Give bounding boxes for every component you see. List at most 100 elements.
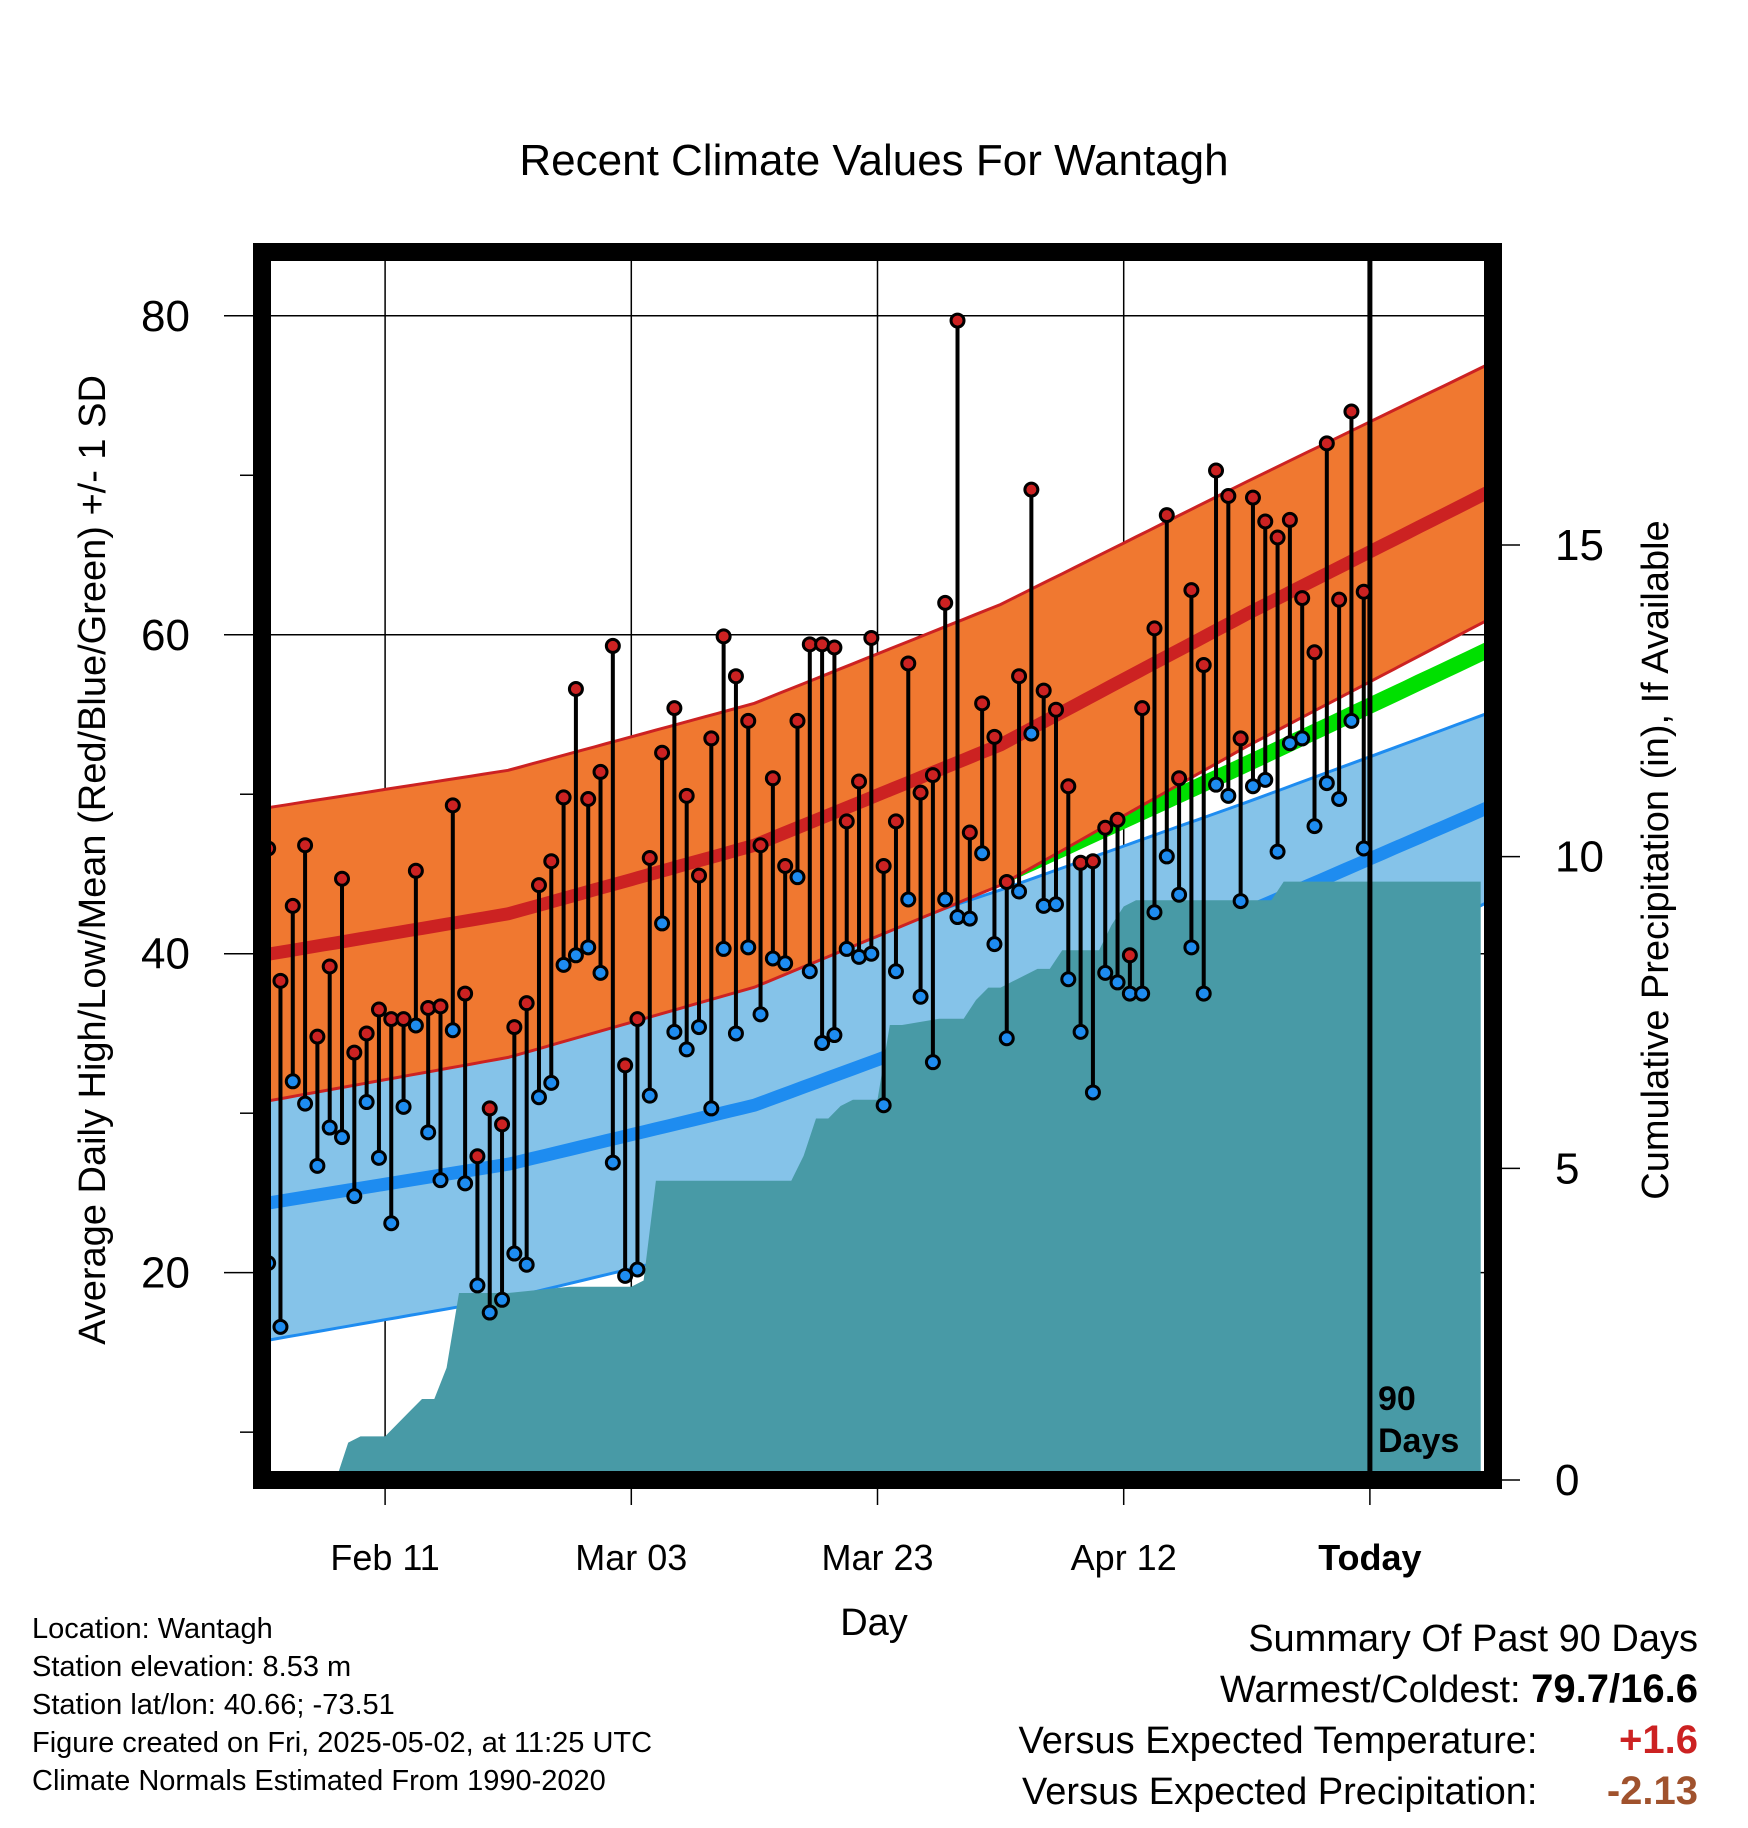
daily-low-point [420,1124,437,1141]
daily-high-point [567,680,584,697]
daily-low-point [789,869,806,886]
daily-high-point [740,712,757,729]
daily-low-point [1146,904,1163,921]
daily-high-point [1084,853,1101,870]
y-tick-label: 80 [141,292,190,341]
daily-low-point [752,1006,769,1023]
daily-low-point [1084,1084,1101,1101]
daily-low-point [1306,818,1323,835]
daily-high-point [1208,462,1225,479]
daily-low-point [1060,971,1077,988]
daily-low-point [863,945,880,962]
daily-low-point [444,1022,461,1039]
daily-high-point [1306,644,1323,661]
daily-high-point [1220,488,1237,505]
high-band-upper-edge [262,360,1493,811]
daily-low-point [567,947,584,964]
daily-low-point [727,1025,744,1042]
x-tick-label: Apr 12 [1071,1537,1177,1578]
daily-low-point [604,1154,621,1171]
daily-low-point [678,1041,695,1058]
daily-high-point [875,858,892,874]
daily-high-point [1331,591,1348,608]
daily-high-point [715,628,732,645]
daily-low-point [555,956,572,973]
daily-low-point [407,1017,424,1034]
precipitation-area [262,881,1481,1480]
daily-high-point [654,744,671,761]
daily-high-point [629,1011,646,1028]
daily-low-point [974,845,991,862]
daily-high-point [407,862,424,879]
daily-low-point [1011,883,1028,900]
daily-low-point [1232,893,1249,910]
daily-low-point [1257,771,1274,788]
normals-text: Climate Normals Estimated From 1990-2020 [32,1765,606,1797]
daily-low-point [1072,1023,1089,1040]
cumulative-precip-area [262,881,1481,1480]
chart-title: Recent Climate Values For Wantagh [519,136,1228,185]
daily-high-point [1343,403,1360,420]
daily-high-point [727,668,744,685]
daily-low-point [1047,896,1064,913]
daily-low-point [309,1157,326,1174]
daily-high-point [1183,582,1200,599]
daily-high-point [506,1019,523,1036]
daily-low-point [530,1089,547,1106]
station-info: Location: Wantagh Station elevation: 8.5… [32,1610,652,1800]
daily-low-point [457,1175,474,1192]
x-axis-label: Day [840,1602,908,1644]
daily-low-point [666,1023,683,1040]
precip-anomaly-row: Versus Expected Precipitation: -2.13 [1019,1766,1698,1817]
daily-high-point [444,797,461,814]
daily-low-point [580,939,597,956]
daily-high-point [1281,511,1298,528]
daily-low-point [543,1074,560,1091]
daily-high-point [826,639,843,656]
daily-high-point [1294,590,1311,607]
daily-high-point [752,837,769,854]
daily-high-point [543,853,560,870]
daily-low-point [592,964,609,981]
daily-low-point [998,1030,1015,1047]
daily-high-point [469,1148,486,1165]
daily-low-point [494,1291,511,1308]
daily-low-point [703,1100,720,1117]
daily-high-point [1146,620,1163,637]
daily-high-point [580,791,597,808]
daily-low-point [506,1245,523,1262]
daily-low-point [272,1318,289,1335]
daily-high-point [1134,700,1151,717]
daily-low-point [777,955,794,972]
daily-low-point [346,1188,363,1205]
axes: 20 40 60 80 0 5 10 15 Feb 11 Mar 03 Mar 23 Apr 12 To… [141,292,1604,1578]
daily-high-point [530,877,547,894]
daily-high-point [961,824,978,841]
daily-low-point [1220,787,1237,804]
daily-low-point [370,1149,387,1166]
daily-high-point [297,837,314,854]
y2-tick-label: 5 [1555,1144,1579,1193]
daily-low-point [617,1267,634,1284]
daily-low-point [875,1097,892,1114]
precip-anomaly-label: Versus Expected Precipitation: [1022,1771,1538,1813]
daily-high-point [703,730,720,747]
daily-low-point [826,1027,843,1044]
y2-tick-label: 15 [1555,521,1604,570]
daily-high-point [1244,489,1261,506]
daily-low-point [937,891,954,908]
daily-low-point [284,1073,301,1090]
y-tick-label: 20 [141,1249,190,1298]
daily-high-point [592,763,609,780]
daily-high-point [358,1025,375,1042]
daily-low-point [432,1172,449,1189]
daily-low-point [1208,776,1225,793]
daily-high-point [346,1044,363,1061]
daily-high-point [1047,701,1064,718]
daily-high-point [518,995,535,1012]
daily-low-point [1269,843,1286,860]
daily-high-point [1171,770,1188,787]
daily-low-point [838,940,855,957]
temp-anomaly-row: Versus Expected Temperature: +1.6 [1019,1715,1698,1766]
created-text: Figure created on Fri, 2025-05-02, at 11… [32,1727,653,1759]
